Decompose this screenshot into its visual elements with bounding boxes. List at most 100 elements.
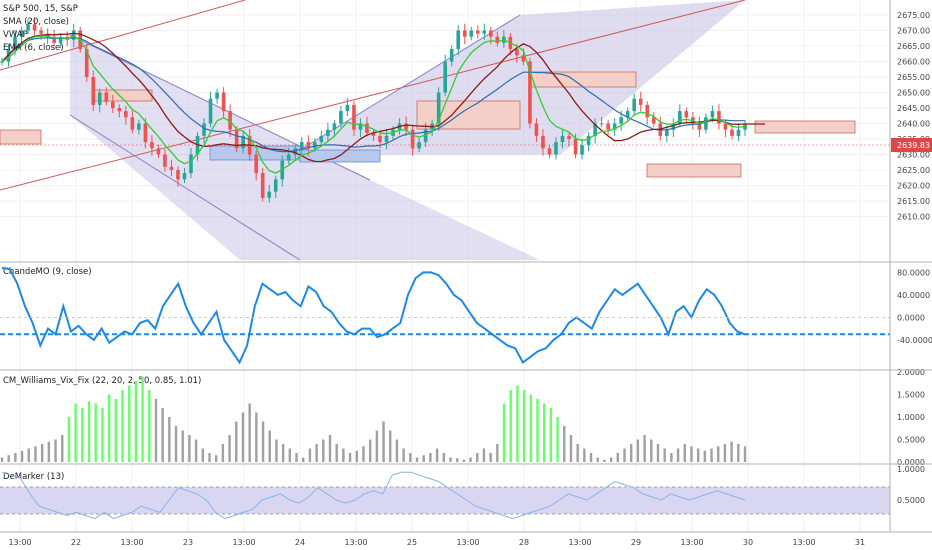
vix-bar	[630, 444, 633, 462]
vix-bar	[47, 441, 51, 462]
zone-box-5[interactable]	[416, 100, 521, 130]
candle-body	[300, 142, 304, 149]
vix-bar	[569, 435, 573, 462]
candle-body	[586, 135, 591, 146]
time-tick: 13:00	[120, 538, 143, 547]
time-axis[interactable]: 13:00 22 13:00 23 13:00 24 13:00 25 13:00 28 13:00…	[8, 538, 865, 547]
vix-bar	[389, 430, 392, 462]
candle-body	[202, 123, 206, 136]
candle-body	[371, 132, 376, 136]
candle-body	[475, 30, 480, 34]
demarker-pane[interactable]: DeMarker (13) 1.0000 0.5000	[0, 465, 925, 520]
price-tick: 2615.00	[897, 197, 930, 206]
vix-bar	[536, 399, 539, 462]
pitchfork-channel-right	[300, 0, 745, 155]
vix-bar	[141, 376, 144, 462]
candle-body	[228, 111, 232, 130]
vix-bar	[342, 448, 345, 462]
candle-body	[267, 191, 272, 198]
candle-body	[326, 129, 330, 136]
vix-title: CM_Williams_Vix_Fix (22, 20, 2, 50, 0.85…	[3, 376, 201, 386]
vix-bar	[603, 459, 606, 462]
candle-body	[573, 139, 578, 155]
candle-body	[169, 166, 174, 170]
last-price-text: 2639.83	[897, 141, 930, 150]
vix-bar	[723, 444, 727, 462]
vix-bar	[469, 457, 472, 462]
vix-bar	[690, 446, 693, 462]
zone-box-1[interactable]	[0, 129, 42, 145]
vix-bar	[415, 457, 419, 462]
vix-bar	[730, 441, 733, 462]
vix-bar	[134, 381, 138, 462]
vix-bar	[302, 457, 305, 462]
zone-box-8[interactable]	[754, 120, 856, 134]
vix-tick: 1.5000	[897, 391, 925, 400]
candle-body	[110, 101, 115, 108]
vix-bar	[114, 399, 117, 462]
vix-bar	[422, 455, 425, 462]
channel-line-mid	[0, 0, 746, 191]
candle-body	[358, 123, 363, 130]
demarker-tick: 1.0000	[897, 465, 925, 474]
candle-body	[619, 117, 623, 124]
vix-bar	[663, 448, 666, 462]
vix-bar	[322, 439, 325, 462]
time-tick: 28	[519, 538, 529, 547]
candle-body	[19, 30, 24, 37]
vix-bars	[0, 376, 747, 462]
vix-bar	[228, 435, 231, 462]
vix-bar	[61, 435, 64, 462]
price-tick: 2640.00	[897, 120, 930, 129]
vix-bar	[449, 457, 452, 462]
candle-body	[593, 123, 597, 136]
time-tick: 13:00	[8, 538, 31, 547]
zone-box-7[interactable]	[646, 163, 742, 178]
vix-bar	[643, 435, 646, 462]
demarker-title: DeMarker (13)	[3, 472, 64, 482]
vix-bar	[402, 448, 405, 462]
vix-bar	[81, 408, 84, 462]
vix-bar	[121, 390, 124, 462]
vix-bar	[670, 453, 673, 462]
vwap-line	[1, 32, 765, 163]
vix-bar	[623, 448, 626, 462]
vix-bar	[737, 444, 740, 462]
vix-bar	[496, 444, 499, 462]
vix-bar	[549, 408, 553, 462]
time-tick: 31	[855, 538, 865, 547]
vix-bar	[261, 421, 265, 462]
vix-bar	[335, 444, 338, 462]
vix-tick: 2.0000	[897, 368, 925, 377]
vix-bar	[201, 448, 205, 462]
candle-body	[176, 170, 180, 180]
price-pane[interactable]	[0, 0, 890, 261]
candle-body	[528, 61, 532, 124]
vix-bar	[482, 448, 486, 462]
vix-bar	[328, 435, 332, 462]
vix-bar	[596, 457, 599, 462]
channel-line-rise-top	[299, 14, 521, 151]
vix-bar	[656, 444, 660, 462]
vix-bar	[348, 453, 352, 462]
candle-body	[515, 49, 519, 56]
candle-body	[182, 173, 187, 180]
vix-bar	[442, 453, 445, 462]
candle-body	[606, 123, 610, 130]
candle-body	[156, 148, 161, 155]
candle-body	[339, 111, 343, 124]
candle-body	[26, 24, 30, 31]
candle-body	[97, 92, 102, 105]
vix-bar	[154, 399, 158, 462]
candle-body	[632, 98, 637, 112]
vix-bar	[409, 453, 412, 462]
vix-tick: 1.0000	[897, 413, 925, 422]
vix-pane[interactable]: CM_Williams_Vix_Fix (22, 20, 2, 50, 0.85…	[0, 368, 925, 467]
zone-box-6[interactable]	[529, 71, 637, 88]
vix-bar	[34, 446, 37, 462]
vix-bar	[476, 453, 479, 462]
candle-body	[645, 104, 650, 118]
channel-line-desc-bottom	[69, 114, 301, 261]
candle-body	[638, 98, 643, 105]
cmo-pane[interactable]: ChandeMO (9, close) 80.0000 40.0000 0.0000…	[0, 266, 932, 365]
